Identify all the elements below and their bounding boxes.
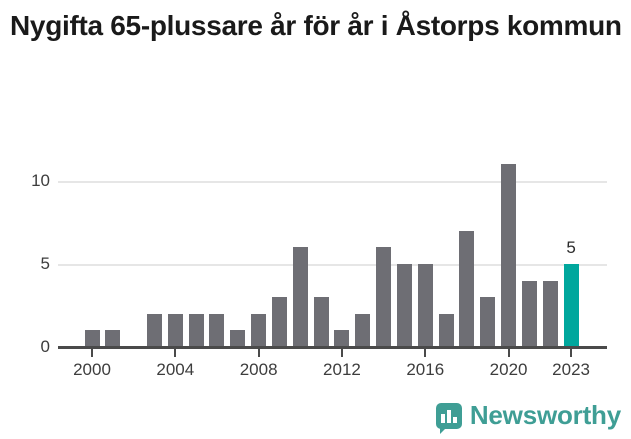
- bar-2019[interactable]: [480, 297, 496, 347]
- bar-2008[interactable]: [251, 313, 267, 347]
- bar-chart: 0 5 10 5 2000 2004 2008 2012 2016 2020 2023: [0, 155, 607, 389]
- bar-2013[interactable]: [355, 313, 371, 347]
- bar-2006[interactable]: [209, 313, 225, 347]
- bar-2016[interactable]: [417, 264, 433, 347]
- gridline-10: [58, 181, 607, 183]
- x-tick-mark-2023: [570, 349, 573, 357]
- bar-2011[interactable]: [313, 297, 329, 347]
- bar-2015[interactable]: [396, 264, 412, 347]
- x-tick-label-2004: 2004: [156, 360, 195, 379]
- y-tick-label-0: 0: [40, 337, 50, 356]
- bar-2023[interactable]: [563, 264, 579, 347]
- x-tick-label-2023: 2023: [552, 360, 590, 379]
- gridline-5: [58, 264, 607, 266]
- bar-2021[interactable]: [521, 280, 537, 347]
- x-tick-label-2008: 2008: [239, 360, 278, 379]
- x-axis: 2000 2004 2008 2012 2016 2020 2023: [58, 349, 607, 389]
- x-tick-mark-2020: [507, 349, 510, 357]
- bar-2020[interactable]: [501, 164, 517, 347]
- bar-2022[interactable]: [542, 280, 558, 347]
- chart-bars: 5: [58, 155, 607, 347]
- x-tick-mark-2008: [257, 349, 260, 357]
- y-tick-label-5: 5: [40, 254, 50, 273]
- x-axis-line: [58, 346, 607, 349]
- bar-2010[interactable]: [292, 247, 308, 347]
- bar-2017[interactable]: [438, 313, 454, 347]
- bar-2007[interactable]: [230, 330, 246, 347]
- x-tick-label-2000: 2000: [73, 360, 111, 379]
- bar-2005[interactable]: [188, 313, 204, 347]
- bar-2001[interactable]: [105, 330, 121, 347]
- x-tick-mark-2016: [424, 349, 427, 357]
- bar-2003[interactable]: [146, 313, 162, 347]
- y-axis: 0 5 10: [0, 171, 50, 356]
- x-tick-mark-2012: [340, 349, 343, 357]
- bar-2000[interactable]: [84, 330, 100, 347]
- bar-2018[interactable]: [459, 230, 475, 347]
- page-title: Nygifta 65-plussare år för år i Åstorps …: [10, 10, 622, 41]
- bar-2012[interactable]: [334, 330, 350, 347]
- x-tick-label-2020: 2020: [489, 360, 528, 379]
- bar-2014[interactable]: [376, 247, 392, 347]
- x-tick-mark-2004: [174, 349, 177, 357]
- newsworthy-logo-text: Newsworthy: [469, 400, 621, 430]
- bar-value-label-2023: 5: [566, 238, 576, 257]
- x-tick-label-2016: 2016: [406, 360, 445, 379]
- bar-2004[interactable]: [167, 313, 183, 347]
- chart-gridlines: [58, 175, 607, 347]
- x-tick-label-2012: 2012: [323, 360, 361, 379]
- y-tick-label-10: 10: [31, 171, 50, 190]
- x-tick-mark-2000: [91, 349, 93, 357]
- footer-branding: Newsworthy: [435, 400, 621, 434]
- newsworthy-bar-chart-badge-icon: [435, 402, 462, 434]
- bar-2009[interactable]: [271, 297, 287, 347]
